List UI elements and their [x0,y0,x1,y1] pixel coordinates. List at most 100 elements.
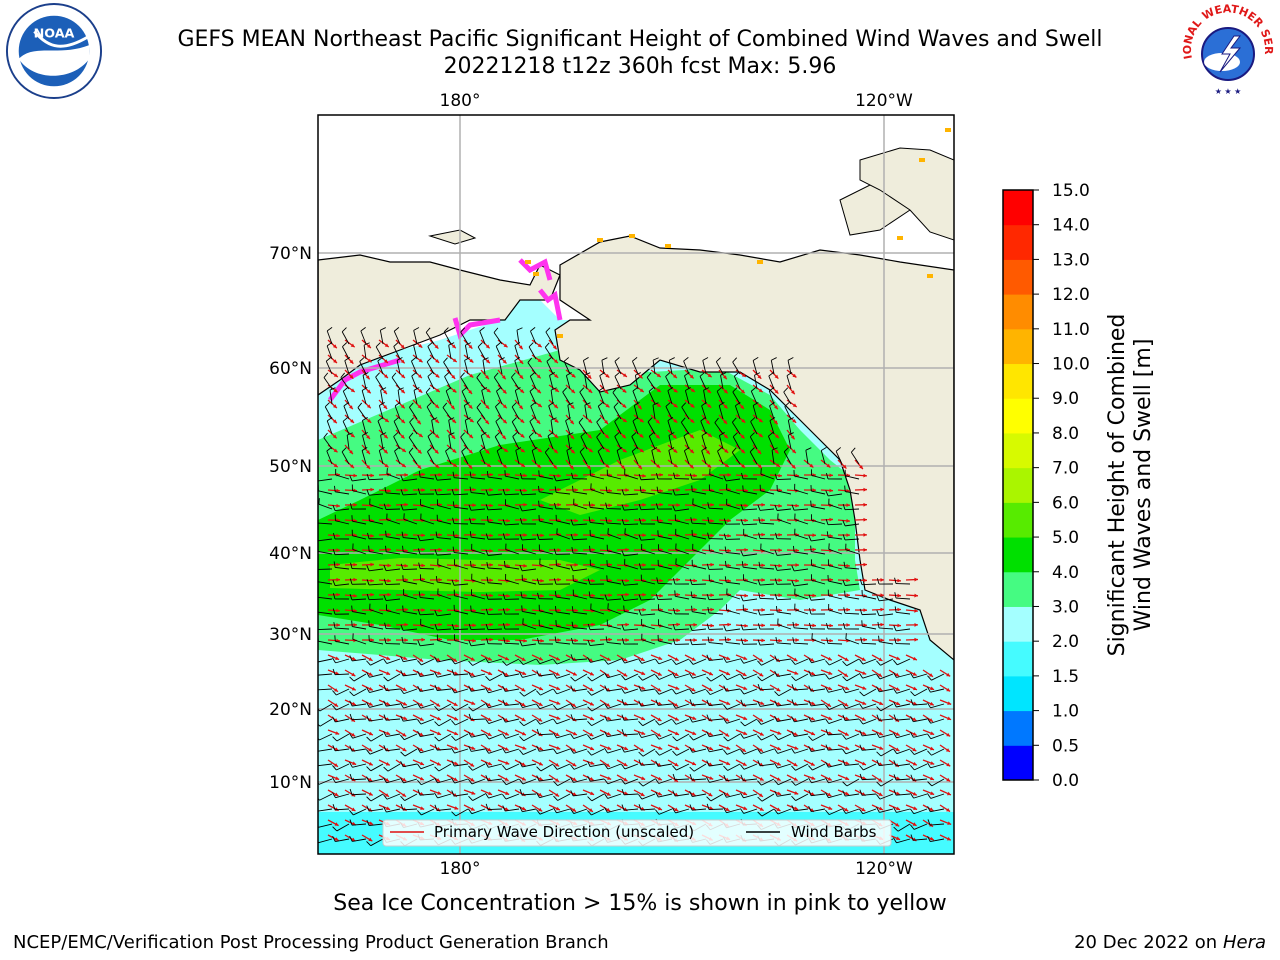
wind-barb-flag [692,606,693,612]
sea-ice-cell [533,272,539,276]
wind-barb-flag [879,636,880,642]
colorbar-segment [1003,468,1033,503]
legend-wave-label: Primary Wave Direction (unscaled) [434,823,694,841]
colorbar-segment [1003,676,1033,711]
date-line: 20 Dec 2022 on Hera [1074,932,1266,953]
colorbar-tick-label: 11.0 [1052,320,1090,340]
sea-ice-cell [757,260,763,264]
colorbar-segment [1003,502,1033,537]
colorbar-tick-label: 15.0 [1052,181,1090,201]
colorbar-tick-label: 14.0 [1052,216,1090,236]
sea-ice-cell [945,128,951,132]
colorbar-tick-label: 13.0 [1052,250,1090,270]
colorbar-segment [1003,364,1033,399]
wind-barb [471,719,485,720]
sea-ice-note: Sea Ice Concentration > 15% is shown in … [0,891,1280,916]
wind-barb-flag [811,501,812,507]
colorbar-segment [1003,259,1033,294]
colorbar-tick-label: 0.5 [1052,736,1079,756]
map-plot-area: 180° 120°W180° 120°W70°N60°N50°N40°N30°N20… [269,91,954,879]
lat-label: 60°N [269,359,312,379]
wind-barb [709,809,723,810]
wind-barb [777,479,791,480]
wind-barb [760,598,774,599]
lat-label: 50°N [269,457,312,477]
wind-barb-flag [471,606,472,612]
wind-barb [777,599,791,600]
wind-barb [471,629,485,630]
wind-barb-flag [352,606,353,612]
colorbar-segment [1003,225,1033,260]
colorbar-segment [1003,572,1033,607]
wind-barb [386,584,400,585]
colorbar-tick-label: 2.0 [1052,632,1079,652]
wind-barb [590,629,604,630]
wind-barb-flag [522,605,523,611]
colorbar-segment [1003,329,1033,364]
lat-label: 70°N [269,244,312,264]
lat-label: 20°N [269,700,312,720]
wind-barb [318,629,332,630]
wind-barb-flag [811,546,812,552]
date-text: 20 Dec 2022 on [1074,932,1217,953]
colorbar-tick-label: 6.0 [1052,493,1079,513]
colorbar-label-line2: Wind Waves and Swell [m] [1131,339,1156,632]
sea-ice-cell [557,334,563,338]
wind-barb-flag [403,546,404,552]
colorbar: 0.00.51.01.52.03.04.05.06.07.08.09.010.0… [1003,181,1156,791]
sea-ice-cell [919,158,925,162]
colorbar-tick-label: 12.0 [1052,285,1090,305]
wind-barb-flag [403,606,404,612]
wind-barb [692,644,706,645]
wind-barb-flag [692,485,693,491]
lat-label: 10°N [269,773,312,793]
sea-ice-cell [665,244,671,248]
colorbar-segment [1003,398,1033,433]
wind-barb [488,809,502,810]
lon-label-top: 180° [440,91,481,111]
colorbar-tick-label: 5.0 [1052,528,1079,548]
wind-barb [420,568,434,569]
lon-label-top: 120°W [855,91,913,111]
colorbar-segment [1003,294,1033,329]
wind-barb-flag [624,605,625,611]
colorbar-tick-label: 3.0 [1052,597,1079,617]
wind-barb [403,569,417,570]
colorbar-tick-label: 1.5 [1052,667,1079,687]
wind-barb [862,614,876,615]
lon-label-bottom: 120°W [855,859,913,879]
map-layers [315,115,954,854]
wind-barb-flag [369,546,370,552]
wind-barb [658,599,672,600]
colorbar-segment [1003,606,1033,641]
wind-barb [692,584,706,585]
lat-label: 30°N [269,625,312,645]
legend-wind-label: Wind Barbs [791,823,877,841]
host-name: Hera [1223,932,1266,953]
colorbar-tick-label: 10.0 [1052,355,1090,375]
sea-ice-cell [525,260,531,264]
colorbar-tick-label: 1.0 [1052,702,1079,722]
wind-barb [862,779,876,780]
wind-barb [828,643,842,644]
colorbar-tick-label: 8.0 [1052,424,1079,444]
colorbar-label: Significant Height of CombinedWind Waves… [1105,314,1156,657]
wind-barb-flag [845,486,846,492]
wind-barb-flag [845,591,846,597]
wind-barb-flag [352,621,353,627]
credit-line: NCEP/EMC/Verification Post Processing Pr… [13,932,609,953]
sea-ice-cell [927,274,933,278]
colorbar-label-line1: Significant Height of Combined [1105,314,1130,657]
map-legend: Primary Wave Direction (unscaled) Wind Ba… [383,820,891,846]
sea-ice-cell [897,236,903,240]
colorbar-segment [1003,641,1033,676]
wind-barb-flag [539,501,540,507]
sea-ice-cell [597,238,603,242]
colorbar-segment [1003,537,1033,572]
wind-barb-flag [386,531,387,537]
lon-label-bottom: 180° [440,859,481,879]
colorbar-segment [1003,190,1033,225]
colorbar-tick-label: 9.0 [1052,389,1079,409]
colorbar-segment [1003,711,1033,746]
